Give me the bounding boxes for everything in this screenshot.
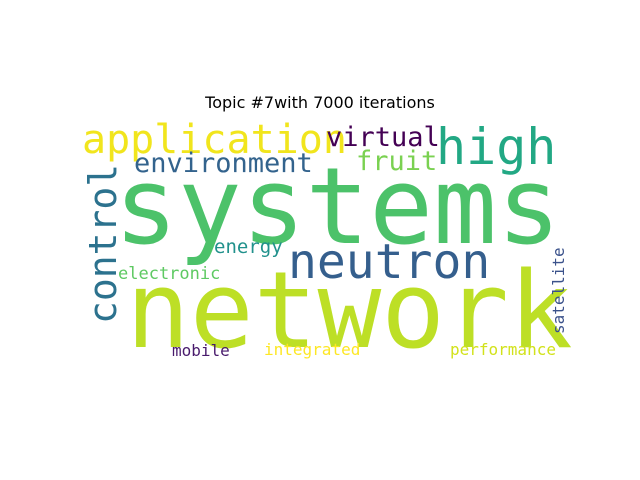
- word-fruit: fruit: [356, 146, 438, 177]
- word-virtual: virtual: [326, 122, 440, 153]
- word-performance: performance: [450, 340, 556, 359]
- word-electronic: electronic: [118, 264, 221, 284]
- word-integrated: integrated: [264, 340, 361, 359]
- word-cloud: systems network neutron high application…: [80, 118, 576, 366]
- word-control: control: [81, 163, 125, 324]
- word-energy: energy: [214, 236, 283, 258]
- word-systems: systems: [114, 145, 561, 268]
- word-environment: environment: [134, 148, 313, 179]
- word-application: application: [82, 118, 347, 163]
- word-high: high: [436, 118, 557, 176]
- word-network: network: [126, 249, 573, 366]
- word-satellite: satellite: [549, 247, 568, 334]
- figure-title: Topic #7with 7000 iterations: [205, 93, 435, 112]
- word-mobile: mobile: [172, 341, 230, 360]
- word-neutron: neutron: [288, 234, 491, 290]
